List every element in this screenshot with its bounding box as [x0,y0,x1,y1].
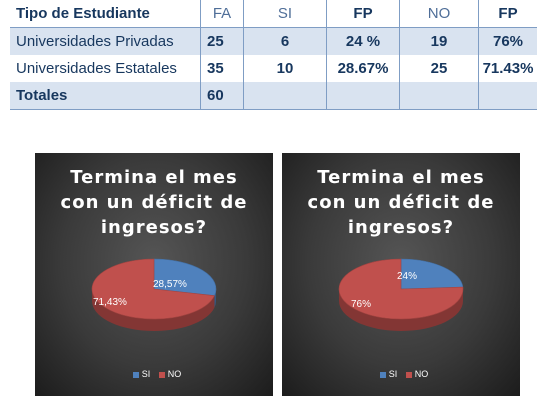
table-row-totals: Totales 60 [10,82,537,110]
chart-title: Termina el mes con un déficit de ingreso… [60,167,248,238]
pie-side-si [214,289,216,308]
cell-no [399,82,479,110]
student-table: Tipo de Estudiante FA SI FP NO FP Univer… [10,0,537,110]
cell-tipo: Universidades Privadas [10,27,201,55]
pie-chart-1: Termina el mes con un déficit de ingreso… [35,153,273,396]
cell-fp-si [326,82,400,110]
cell-si: 6 [243,27,327,55]
legend-swatch-no [405,371,412,378]
legend-label-no: NO [167,369,182,379]
cell-no: 19 [399,27,479,55]
chart-title: Termina el mes con un déficit de ingreso… [307,167,495,238]
data-label-si: 28,57% [153,279,187,290]
table-row: Universidades Privadas 25 6 24 % 19 76% [10,27,537,55]
cell-fp-si: 24 % [326,27,400,55]
pie-plot [91,258,217,331]
legend-swatch-no [158,371,165,378]
cell-si: 10 [243,55,327,82]
cell-no: 25 [399,55,479,82]
cell-fp-si: 28.67% [326,55,400,82]
header-fp-si: FP [326,0,400,28]
cell-fa: 60 [200,82,244,110]
cell-fp-no: 71.43% [482,60,534,77]
header-fp-no: FP [478,0,537,28]
pie-slice-no [338,258,464,320]
cell-si [243,82,327,110]
cell-fp-no: 76% [478,27,537,55]
header-si: SI [243,0,327,28]
data-label-no: 76% [351,299,372,310]
cell-fa: 35 [200,55,244,82]
legend-swatch-si [132,371,139,378]
header-no: NO [399,0,479,28]
pie-chart-2: Termina el mes con un déficit de ingreso… [282,153,520,396]
pie-plot [338,258,464,331]
legend-swatch-si [379,371,386,378]
pie-side-no [339,289,463,331]
pie-slice-no [91,258,215,320]
table-header-row: Tipo de Estudiante FA SI FP NO FP [10,0,537,28]
pie-side-no [92,289,215,331]
table-row: Universidades Estatales 35 10 28.67% 25 … [10,55,537,82]
legend-label-no: NO [414,369,429,379]
legend-label-si: SI [141,369,151,379]
cell-tipo: Universidades Estatales [10,55,201,82]
cell-tipo: Totales [10,82,201,110]
chart-legend: SI NO [282,369,520,379]
chart-legend: SI NO [35,369,273,379]
legend-label-si: SI [388,369,398,379]
cell-fp-no [478,82,537,110]
data-label-no: 71,43% [93,297,127,308]
pie-slice-si [153,258,217,296]
data-label-si: 24% [397,271,418,282]
header-fa: FA [200,0,244,28]
pie-slice-si [400,258,464,290]
cell-fa: 25 [200,27,244,55]
header-tipo: Tipo de Estudiante [10,0,201,28]
